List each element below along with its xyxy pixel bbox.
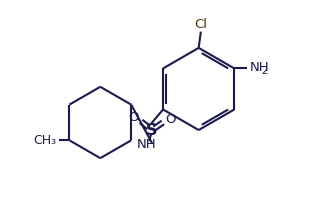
Text: NH: NH xyxy=(137,138,157,151)
Text: CH₃: CH₃ xyxy=(33,134,56,147)
Text: S: S xyxy=(145,123,157,138)
Text: O: O xyxy=(165,113,176,125)
Text: 2: 2 xyxy=(261,66,268,76)
Text: Cl: Cl xyxy=(194,18,207,31)
Text: NH: NH xyxy=(249,61,269,74)
Text: O: O xyxy=(128,111,139,124)
